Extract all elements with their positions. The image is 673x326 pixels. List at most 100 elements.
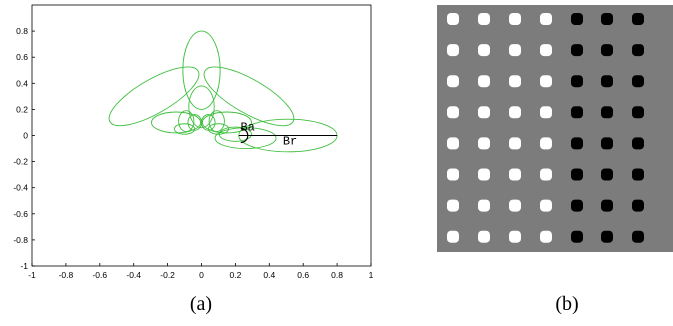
white-dot xyxy=(540,13,552,25)
white-dot xyxy=(478,44,490,57)
white-dot xyxy=(509,199,521,212)
white-dot xyxy=(509,168,521,181)
black-dot xyxy=(632,13,644,25)
white-dot xyxy=(447,199,459,212)
white-dot xyxy=(447,137,459,150)
x-tick-label: 0.2 xyxy=(229,270,241,280)
black-dot xyxy=(601,168,613,181)
black-dot xyxy=(571,13,583,25)
white-dot xyxy=(478,106,490,119)
white-dot xyxy=(447,13,459,25)
caption-b: (b) xyxy=(555,293,578,315)
lobe-curve xyxy=(201,111,252,134)
black-dot xyxy=(601,230,613,243)
lobe-curve xyxy=(208,110,225,133)
dot-grid-background xyxy=(437,5,673,252)
x-axis-ticks: -1 -0.8 -0.6 -0.4 -0.2 0 0.2 0.4 0.6 0.8 1 xyxy=(28,263,374,280)
lobe-curve xyxy=(218,126,252,142)
black-dot xyxy=(601,13,613,25)
annotation-label: Ba xyxy=(240,120,254,134)
white-dot xyxy=(478,199,490,212)
black-dot xyxy=(601,137,613,150)
white-dot xyxy=(447,168,459,181)
caption-a: (a) xyxy=(190,293,212,315)
black-dot xyxy=(632,230,644,243)
white-dot xyxy=(478,75,490,88)
y-tick-label: -1 xyxy=(20,261,28,271)
white-dot xyxy=(509,75,521,88)
white-dot xyxy=(478,230,490,243)
x-tick-label: 0.8 xyxy=(331,270,343,280)
panel-a: -1 -0.8 -0.6 -0.4 -0.2 0 0.2 0.4 0.6 0.8 1 0.80.60… xyxy=(13,4,374,315)
lobe-curve xyxy=(178,110,195,133)
white-dot xyxy=(540,199,552,212)
white-dot xyxy=(509,13,521,25)
black-dot xyxy=(632,44,644,57)
x-tick-label: -1 xyxy=(28,270,36,280)
lobe-curve xyxy=(182,30,221,110)
white-dot xyxy=(447,44,459,57)
black-dot xyxy=(632,106,644,119)
y-tick-label: -0.4 xyxy=(13,183,28,193)
y-tick-label: -0.6 xyxy=(13,209,28,219)
y-tick-label: -0.8 xyxy=(13,235,28,245)
y-tick-label: 0 xyxy=(23,131,28,141)
black-dot xyxy=(571,75,583,88)
white-dot xyxy=(478,137,490,150)
white-dot xyxy=(509,230,521,243)
white-dot xyxy=(540,137,552,150)
x-tick-label: 1 xyxy=(369,270,374,280)
black-dot xyxy=(571,168,583,181)
white-dot xyxy=(509,137,521,150)
black-dot xyxy=(601,44,613,57)
x-tick-label: 0 xyxy=(199,270,204,280)
black-dot xyxy=(601,106,613,119)
black-dot xyxy=(571,137,583,150)
plot-annotations: Ba Br xyxy=(238,120,338,149)
black-dot xyxy=(632,75,644,88)
white-dot xyxy=(509,44,521,57)
black-dot xyxy=(632,199,644,212)
white-dot xyxy=(540,44,552,57)
y-tick-label: 0.4 xyxy=(16,78,28,88)
y-tick-label: 0.2 xyxy=(16,104,28,114)
white-dot xyxy=(540,106,552,119)
y-tick-label: 0.6 xyxy=(16,52,28,62)
black-dot xyxy=(601,199,613,212)
x-tick-label: -0.2 xyxy=(160,270,175,280)
black-dot xyxy=(601,75,613,88)
annotation-label: Br xyxy=(283,135,297,149)
white-dot xyxy=(540,230,552,243)
y-tick-label: 0.8 xyxy=(16,26,28,36)
x-tick-label: -0.6 xyxy=(92,270,107,280)
white-dot xyxy=(540,168,552,181)
angle-arc xyxy=(240,127,249,144)
black-dot xyxy=(571,230,583,243)
white-dot xyxy=(509,106,521,119)
panel-b: (b) xyxy=(437,5,673,315)
white-dot xyxy=(540,75,552,88)
black-dot xyxy=(571,199,583,212)
black-dot xyxy=(632,168,644,181)
black-dot xyxy=(571,44,583,57)
white-dot xyxy=(478,13,490,25)
y-tick-label: -0.2 xyxy=(13,157,28,167)
dot-grid xyxy=(447,13,644,243)
x-tick-label: -0.4 xyxy=(126,270,141,280)
lobe-curve xyxy=(108,66,200,127)
y-axis-ticks: 0.8 0.6 0.4 0.2 0 -0.2 -0.4 -0.6 -0.8 -1 xyxy=(13,26,35,271)
x-tick-label: -0.8 xyxy=(59,270,74,280)
lobe-curve xyxy=(188,85,215,129)
white-dot xyxy=(478,168,490,181)
white-dot xyxy=(447,106,459,119)
x-tick-label: 0.6 xyxy=(297,270,309,280)
black-dot xyxy=(571,106,583,119)
lobe-curve xyxy=(151,111,202,134)
lobe-curve xyxy=(214,127,277,149)
white-dot xyxy=(447,75,459,88)
lobe-curve xyxy=(203,66,295,127)
lobe-curve xyxy=(173,123,196,135)
black-dot xyxy=(632,137,644,150)
white-dot xyxy=(447,230,459,243)
